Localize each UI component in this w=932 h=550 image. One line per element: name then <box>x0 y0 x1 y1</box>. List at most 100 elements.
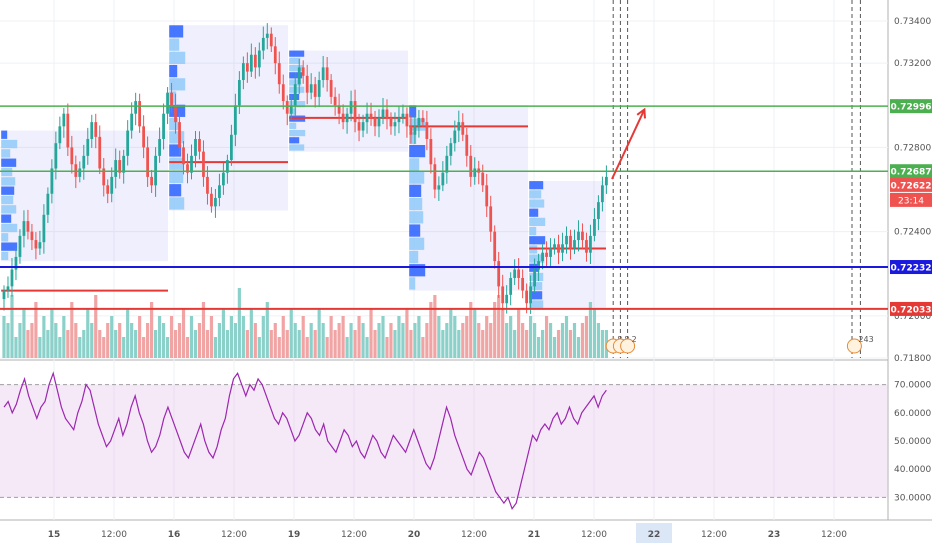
candle-body-51 <box>206 176 209 194</box>
candle-body-113 <box>453 130 457 144</box>
candle-body-35 <box>142 126 146 148</box>
volume-bar-52 <box>209 316 214 358</box>
level-tag-0 <box>890 99 932 114</box>
candle-body-54 <box>218 185 221 198</box>
volume-bar-94 <box>377 323 381 358</box>
profile-bar-4-10 <box>529 272 544 282</box>
profile-bar-0-10 <box>1 223 18 233</box>
volume-bar-83 <box>333 330 337 358</box>
projection-arrow-head <box>636 107 646 119</box>
volume-bar-93 <box>373 330 377 358</box>
candle-body-63 <box>253 54 257 68</box>
profile-bar-2-5 <box>289 86 305 93</box>
volume-bar-60 <box>241 316 245 358</box>
volume-bar-144 <box>576 337 581 358</box>
candle-body-1 <box>6 286 10 291</box>
candle-body-93 <box>373 117 377 127</box>
event-flag-2[interactable] <box>620 338 636 354</box>
candle-body-29 <box>118 160 122 173</box>
candle-body-111 <box>445 155 449 173</box>
volume-bar-13 <box>54 323 58 358</box>
time-tick-label-1: 12:00 <box>101 530 127 540</box>
volume-bar-139 <box>556 330 561 358</box>
candle-body-61 <box>245 63 249 72</box>
volume-bar-74 <box>297 330 301 358</box>
candle-body-6 <box>26 221 30 232</box>
volume-bar-119 <box>477 323 481 358</box>
candle-body-57 <box>230 134 233 161</box>
candle-body-47 <box>190 155 193 173</box>
volume-bar-122 <box>489 323 493 358</box>
candle-body-81 <box>325 67 329 81</box>
candle-body-72 <box>289 105 293 114</box>
profile-bar-0-1 <box>1 139 18 149</box>
volume-bar-145 <box>580 323 585 358</box>
candle-body-48 <box>194 138 197 156</box>
volume-bar-30 <box>122 337 126 358</box>
volume-bar-108 <box>433 295 437 358</box>
candle-body-102 <box>409 126 413 135</box>
candle-body-64 <box>257 50 261 68</box>
profile-bar-1-0 <box>169 25 184 38</box>
volume-bar-63 <box>253 323 257 358</box>
profile-bar-0-4 <box>1 167 13 177</box>
rsi-tick-label-2: 50.0000 <box>894 437 931 447</box>
candle-body-115 <box>461 122 465 135</box>
volume-bar-64 <box>257 337 261 358</box>
candle-body-69 <box>277 63 281 85</box>
volume-bar-34 <box>138 316 142 358</box>
profile-bar-0-7 <box>1 195 14 205</box>
volume-bar-105 <box>421 337 425 358</box>
volume-bar-29 <box>118 323 122 358</box>
level-label-3: 0.72232 <box>891 264 932 274</box>
level-label-2: 0.72622 <box>891 181 932 191</box>
volume-bar-128 <box>513 330 517 358</box>
volume-bar-65 <box>261 316 265 358</box>
event-flag-3[interactable] <box>846 338 862 354</box>
volume-bar-49 <box>197 323 202 358</box>
volume-bar-15 <box>62 316 66 358</box>
price-tick-label-3: 0.72400 <box>894 228 931 238</box>
profile-bar-4-6 <box>529 236 546 245</box>
candle-body-120 <box>481 172 485 186</box>
rsi-tick-label-1: 60.0000 <box>894 409 931 419</box>
candle-body-52 <box>210 193 213 207</box>
volume-bar-149 <box>596 323 601 358</box>
candle-body-75 <box>301 67 305 76</box>
candle-body-121 <box>485 185 489 207</box>
candle-body-100 <box>401 113 405 118</box>
profile-bar-4-12 <box>529 291 543 300</box>
volume-bar-82 <box>329 316 333 358</box>
price-tick-label-5: 0.71800 <box>894 354 931 364</box>
profile-bar-0-9 <box>1 214 12 223</box>
candle-body-74 <box>297 67 301 85</box>
volume-bar-103 <box>413 323 417 358</box>
time-tick-label-9: 12:00 <box>581 530 607 540</box>
level-tag-1 <box>890 164 932 179</box>
candle-body-96 <box>385 109 389 118</box>
candle-body-7 <box>30 231 34 241</box>
volume-bar-129 <box>517 309 521 358</box>
profile-bar-3-1 <box>409 118 426 131</box>
candle-body-98 <box>393 122 397 127</box>
candle-body-46 <box>186 164 189 173</box>
candle-body-55 <box>222 172 225 186</box>
candle-body-56 <box>226 160 229 173</box>
volume-bar-25 <box>102 337 106 358</box>
candle-body-135 <box>541 252 544 262</box>
volume-bar-86 <box>345 337 349 358</box>
profile-bar-4-3 <box>529 208 539 217</box>
candle-body-128 <box>513 269 517 278</box>
candle-body-19 <box>78 168 82 177</box>
volume-bar-125 <box>501 309 505 358</box>
volume-bar-110 <box>441 330 445 358</box>
volume-bar-85 <box>341 316 345 358</box>
profile-bar-1-3 <box>169 64 178 78</box>
volume-bar-66 <box>265 302 269 358</box>
volume-bar-41 <box>165 337 170 358</box>
volume-bar-22 <box>90 323 94 358</box>
volume-bar-33 <box>134 330 138 358</box>
axes-layer: 0.73400 0.73200 0.72800 0.72400 0.72000 0.718… <box>48 17 931 543</box>
profile-bar-1-1 <box>169 38 180 51</box>
